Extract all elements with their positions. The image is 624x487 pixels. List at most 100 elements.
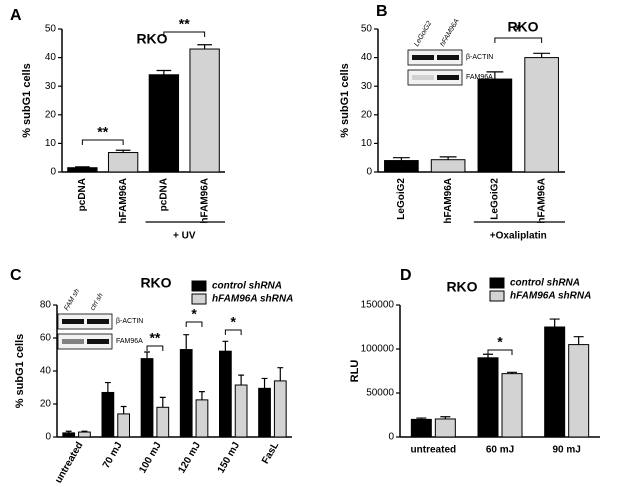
group-label: +Oxaliplatin [490,231,547,242]
legend-swatch [191,280,207,292]
blot-frame [57,313,113,330]
error-bar [439,156,457,160]
significance-bracket [494,37,543,43]
bar [107,152,139,173]
error-bar [440,416,451,419]
bar [67,167,98,173]
y-tick-label: 0 [50,167,56,178]
error-bar [81,430,88,433]
y-tick-label: 30 [361,81,373,92]
bar [219,350,232,438]
bar [434,418,456,438]
significance-label: * [191,306,197,322]
x-tick-label: 150 mJ [216,440,242,475]
bar [179,349,193,438]
error-bar [159,396,166,408]
bar [78,431,91,438]
blot-lane-label: FAM sh [63,288,81,312]
bar [195,399,209,438]
error-bar [120,405,127,414]
x-tick-label: 120 mJ [176,440,202,475]
bar [384,160,419,173]
error-bar [183,334,190,350]
bar [273,380,287,438]
bar [117,413,130,438]
y-tick-label: 10 [361,138,373,149]
x-tick-label: pcDNA [159,178,170,211]
y-tick-label: 0 [388,432,394,443]
blot-band [412,55,434,60]
y-axis-label: % subG1 cells [339,63,351,138]
x-tick-label: hFAM96A [536,178,547,224]
significance-label: ** [97,124,108,140]
x-tick-label: hFAM96A [443,178,454,224]
legend-swatch [489,290,505,302]
y-tick-label: 60 [40,333,52,344]
blot-band [87,339,109,344]
blot-band [62,319,84,324]
panel-letter: C [10,267,22,284]
error-bar [261,377,268,389]
error-bar [392,157,410,161]
error-bar [533,52,551,58]
chart-title: RKO [140,275,171,291]
error-bar [573,336,584,345]
x-tick-label: hFAM96A [199,178,210,224]
legend-label: control shRNA [212,281,282,292]
error-bar [197,44,212,50]
legend-label: hFAM96A shRNA [212,294,293,305]
y-tick-label: 0 [366,167,372,178]
y-tick-label: 150000 [361,300,395,311]
bar [148,74,180,173]
y-axis-label: % subG1 cells [21,63,33,138]
y-axis-label: RLU [349,360,361,383]
chart-title: RKO [507,19,538,35]
error-bar [549,318,560,327]
y-tick-label: 40 [40,366,52,377]
y-tick-label: 0 [45,432,51,443]
y-axis-label: % subG1 cells [14,334,26,409]
blot-frame [407,69,463,86]
significance-label: * [497,334,503,350]
significance-bracket [163,31,206,37]
x-tick-label: hFAM96A [118,178,129,224]
significance-bracket [487,349,513,355]
x-tick-label: 70 mJ [101,440,125,470]
error-bar [416,417,427,420]
legend-swatch [489,277,505,289]
panel-letter: D [400,267,412,284]
bar [234,384,248,438]
blot-band [437,75,459,80]
blot-frame [407,49,463,66]
bar [258,387,271,438]
blot-frame [57,333,113,350]
bar [430,159,466,173]
error-bar [507,371,517,374]
chart-title: RKO [446,279,477,295]
y-tick-label: 50000 [366,388,394,399]
x-tick-label: LeGoiG2 [490,178,501,220]
x-tick-label: 90 mJ [552,445,580,456]
blot-band [412,75,434,80]
x-tick-label: pcDNA [77,178,88,211]
significance-label: * [516,22,522,38]
bar [544,326,566,438]
y-tick-label: 50 [45,24,57,35]
blot-band-label: FAM96A [116,338,143,345]
error-bar [115,149,131,153]
blot-band-label: β-ACTIN [466,54,493,61]
x-tick-label: 100 mJ [137,440,163,475]
error-bar [75,166,90,168]
x-tick-label: 60 mJ [486,445,514,456]
bar [501,373,523,438]
bar [477,357,499,438]
blot-band [437,55,459,60]
panel-letter: A [10,7,22,24]
bar [189,48,220,173]
significance-bracket [81,139,124,145]
y-tick-label: 100000 [361,344,395,355]
blot-lane-label: hFAM96A [439,18,461,48]
error-bar [486,71,504,80]
error-bar [238,374,245,386]
y-tick-label: 30 [45,81,57,92]
